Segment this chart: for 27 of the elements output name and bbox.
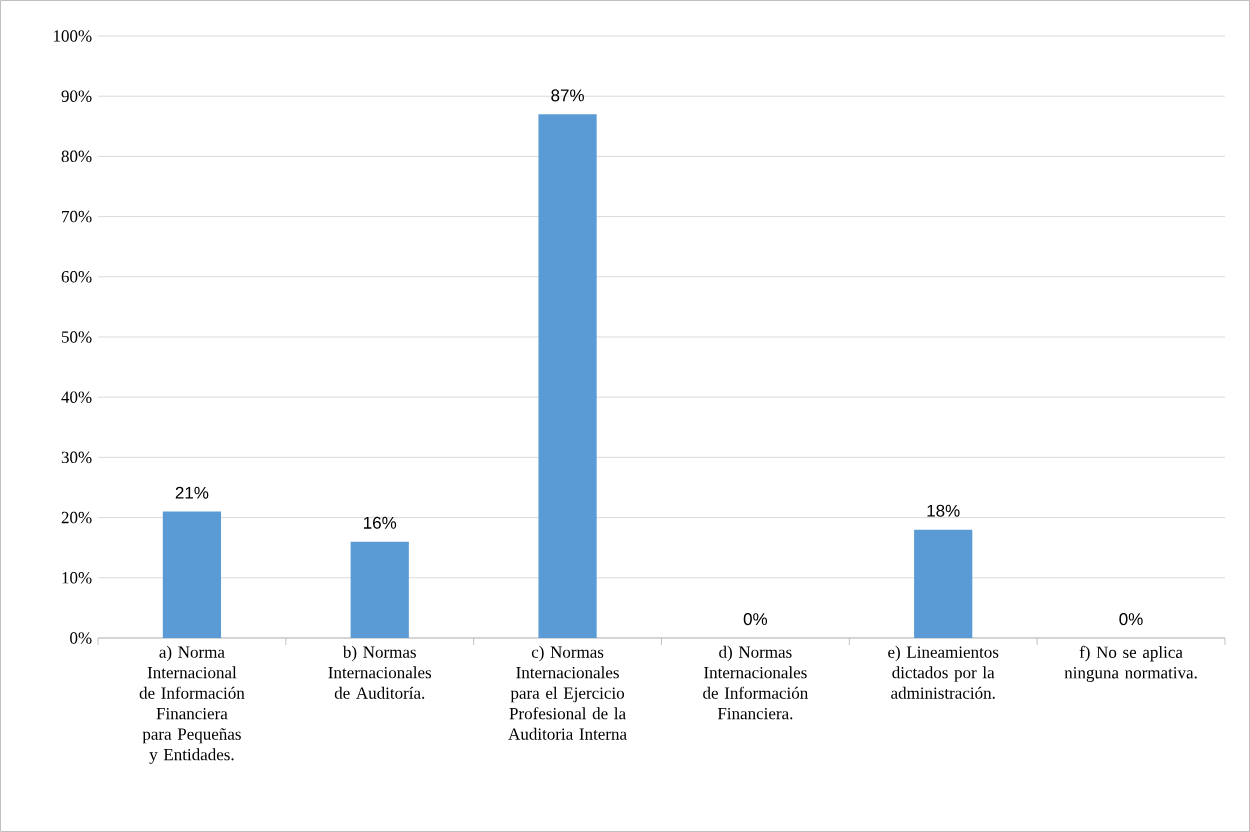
y-tick-label: 80%: [61, 150, 92, 163]
y-tick-label: 30%: [61, 451, 92, 464]
y-tick-label: 90%: [61, 90, 92, 102]
y-tick-label: 40%: [61, 391, 92, 403]
x-tick-label: b) Normas Internacionales de Auditoría.: [328, 645, 432, 699]
x-tick-label: c) Normas Internacionales para el Ejercicio Profesional de la Auditoria Interna: [508, 645, 627, 740]
y-tick-label: 20%: [61, 511, 92, 524]
bar: [538, 114, 597, 638]
data-label: 0%: [743, 613, 768, 626]
x-tick-label: f) No se aplica ninguna normativa.: [1064, 645, 1197, 682]
bar: [162, 511, 222, 638]
y-tick-label: 10%: [62, 572, 92, 584]
data-label: 18%: [927, 504, 960, 517]
y-tick-label: 0%: [70, 632, 92, 644]
bar: [914, 529, 973, 638]
data-label: 21%: [175, 486, 209, 499]
data-label: 16%: [364, 516, 397, 529]
y-tick-label: 50%: [61, 331, 92, 343]
y-tick-label: 70%: [62, 210, 92, 223]
y-tick-label: 100%: [53, 30, 92, 42]
x-tick-label: d) Normas Internacionales de Información Financiera.: [703, 645, 808, 720]
y-tick-label: 60%: [61, 271, 92, 283]
bar: [350, 541, 409, 638]
data-label: 87%: [551, 89, 584, 102]
x-tick-label: e) Lineamientos dictados por la administración.: [888, 645, 999, 699]
data-label: 0%: [1119, 613, 1143, 626]
x-tick-label: a) Norma Internacional de Información Financiera para Pequeñas y Entidades.: [139, 645, 245, 764]
